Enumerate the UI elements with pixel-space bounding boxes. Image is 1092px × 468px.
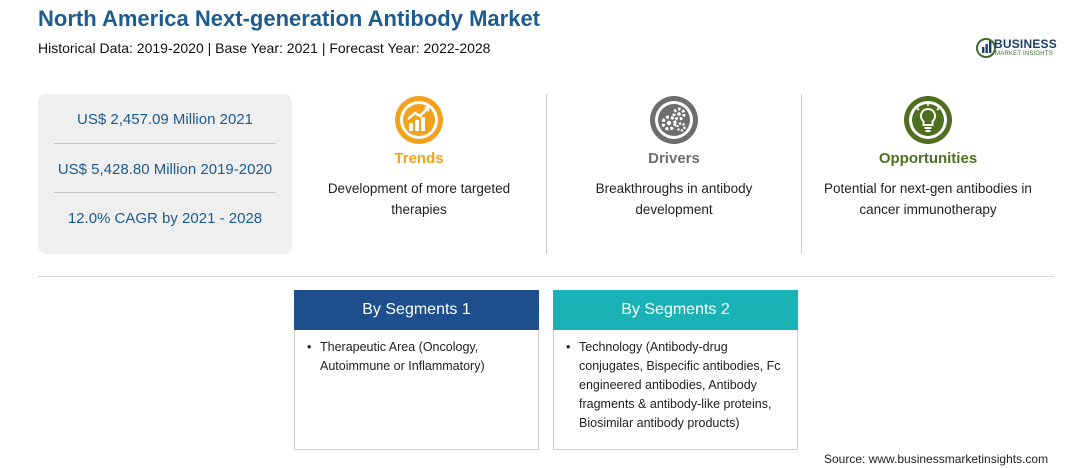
segment-1-item: Therapeutic Area (Oncology, Autoimmune o… [320,340,485,373]
stat-divider [54,143,276,144]
brand-logo: BUSINESS MARKET INSIGHTS [976,35,1060,59]
segment-1-title: By Segments 1 [294,290,539,330]
lightbulb-icon [904,96,952,144]
segment-2-item: Technology (Antibody-drug conjugates, Bi… [579,340,781,430]
opportunities-text: Potential for next-gen antibodies in can… [824,181,1032,217]
gears-icon [650,96,698,144]
drivers-label: Drivers [648,150,700,167]
stat-cagr: 12.0% CAGR by 2021 - 2028 [67,210,263,227]
page-subtitle: Historical Data: 2019-2020 | Base Year: … [38,40,491,56]
segment-card-1: By Segments 1 • Therapeutic Area (Oncolo… [294,290,539,450]
growth-chart-icon [395,96,443,144]
segment-2-list: • Technology (Antibody-drug conjugates, … [566,338,788,433]
logo-globe-icon [976,38,996,58]
segment-card-2: By Segments 2 • Technology (Antibody-dru… [553,290,798,450]
stat-market-size-historical: US$ 5,428.80 Million 2019-2020 [57,161,273,178]
opportunities-column: Opportunities Potential for next-gen ant… [803,94,1053,234]
logo-name: BUSINESS [994,37,1057,51]
column-divider [546,94,547,254]
segment-2-title: By Segments 2 [553,290,798,330]
page-title: North America Next-generation Antibody M… [38,6,541,31]
drivers-text: Breakthroughs in antibody development [595,181,753,217]
bullet-icon: • [566,340,571,354]
trends-column: Trends Development of more targeted ther… [294,94,544,234]
opportunities-label: Opportunities [878,150,978,167]
market-stats-panel: US$ 2,457.09 Million 2021 US$ 5,428.80 M… [38,94,292,254]
column-divider [801,94,802,254]
section-divider [38,276,1054,277]
source-note: Source: www.businessmarketinsights.com [824,452,1049,466]
segment-1-list: • Therapeutic Area (Oncology, Autoimmune… [307,338,529,376]
logo-tagline: MARKET INSIGHTS [995,51,1053,57]
trends-label: Trends [394,150,444,167]
trends-text: Development of more targeted therapies [327,181,511,217]
bullet-icon: • [307,340,312,354]
stat-market-size-2021: US$ 2,457.09 Million 2021 [77,111,253,128]
drivers-column: Drivers Breakthroughs in antibody develo… [549,94,799,234]
stat-divider [54,192,276,193]
